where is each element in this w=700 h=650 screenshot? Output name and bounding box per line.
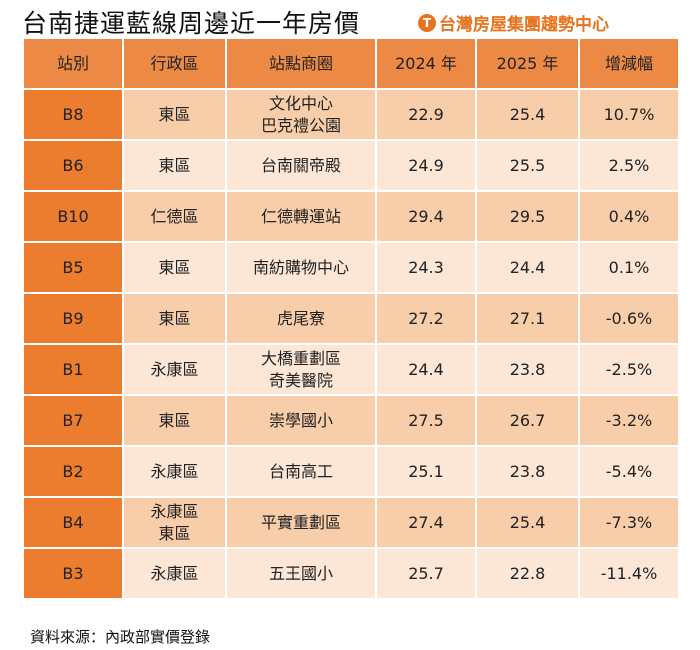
cell-area: 五王國小 xyxy=(227,549,375,598)
table-row: B6 東區 台南關帝殿 24.9 25.5 2.5% xyxy=(24,141,678,190)
taiwan-realty-logo-icon: T xyxy=(418,13,436,32)
cell-change: -3.2% xyxy=(580,396,678,445)
cell-y2025: 22.8 xyxy=(477,549,578,598)
cell-y2025: 26.7 xyxy=(477,396,578,445)
cell-change: 0.1% xyxy=(580,243,678,292)
cell-y2024: 27.5 xyxy=(377,396,475,445)
cell-y2024: 27.2 xyxy=(377,294,475,343)
table-row: B9 東區 虎尾寮 27.2 27.1 -0.6% xyxy=(24,294,678,343)
source-note: 資料來源：內政部實價登錄 xyxy=(30,628,211,646)
table-row: B2 永康區 台南高工 25.1 23.8 -5.4% xyxy=(24,447,678,496)
cell-district: 東區 xyxy=(124,396,225,445)
cell-y2025: 25.4 xyxy=(477,498,578,547)
cell-station: B10 xyxy=(24,192,122,241)
table-row: B5 東區 南紡購物中心 24.3 24.4 0.1% xyxy=(24,243,678,292)
cell-area: 平實重劃區 xyxy=(227,498,375,547)
table-row: B1 永康區 大橋重劃區 奇美醫院 24.4 23.8 -2.5% xyxy=(24,345,678,394)
cell-y2025: 29.5 xyxy=(477,192,578,241)
cell-y2024: 22.9 xyxy=(377,90,475,139)
cell-station: B2 xyxy=(24,447,122,496)
table-header-row: 站別 行政區 站點商圈 2024 年 2025 年增減幅 xyxy=(24,39,678,88)
cell-y2024: 27.4 xyxy=(377,498,475,547)
cell-change: 10.7% xyxy=(580,90,678,139)
cell-y2024: 24.3 xyxy=(377,243,475,292)
table-row: B10 仁德區 仁德轉運站 29.4 29.5 0.4% xyxy=(24,192,678,241)
cell-station: B9 xyxy=(24,294,122,343)
cell-district: 東區 xyxy=(124,141,225,190)
column-header: 增減幅 xyxy=(580,39,678,88)
cell-area: 台南關帝殿 xyxy=(227,141,375,190)
cell-area: 虎尾寮 xyxy=(227,294,375,343)
cell-district: 永康區 xyxy=(124,549,225,598)
cell-change: -11.4% xyxy=(580,549,678,598)
cell-y2025: 23.8 xyxy=(477,345,578,394)
cell-y2024: 25.7 xyxy=(377,549,475,598)
cell-change: 0.4% xyxy=(580,192,678,241)
cell-district: 永康區 東區 xyxy=(124,498,225,547)
cell-district: 仁德區 xyxy=(124,192,225,241)
cell-y2024: 24.4 xyxy=(377,345,475,394)
price-table: 站別 行政區 站點商圈 2024 年 2025 年增減幅 B8 東區 文化中心 巴克禮公園 2… xyxy=(22,37,680,600)
cell-station: B6 xyxy=(24,141,122,190)
column-header: 2025 年 xyxy=(477,39,578,88)
cell-y2025: 24.4 xyxy=(477,243,578,292)
table-row: B4 永康區 東區 平實重劃區 27.4 25.4 -7.3% xyxy=(24,498,678,547)
cell-y2025: 27.1 xyxy=(477,294,578,343)
brand-logo: T 台灣房屋集團趨勢中心 xyxy=(418,10,609,35)
cell-district: 永康區 xyxy=(124,447,225,496)
cell-y2025: 25.4 xyxy=(477,90,578,139)
cell-y2024: 24.9 xyxy=(377,141,475,190)
page-title: 台南捷運藍線周邊近一年房價 xyxy=(22,9,361,38)
column-header: 2024 年 xyxy=(377,39,475,88)
cell-area: 仁德轉運站 xyxy=(227,192,375,241)
column-header: 站點商圈 xyxy=(227,39,375,88)
cell-change: -7.3% xyxy=(580,498,678,547)
cell-station: B3 xyxy=(24,549,122,598)
cell-y2024: 25.1 xyxy=(377,447,475,496)
brand-name: 台灣房屋集團趨勢中心 xyxy=(439,15,609,35)
cell-change: -2.5% xyxy=(580,345,678,394)
cell-district: 永康區 xyxy=(124,345,225,394)
cell-station: B5 xyxy=(24,243,122,292)
cell-district: 東區 xyxy=(124,243,225,292)
cell-change: 2.5% xyxy=(580,141,678,190)
cell-station: B8 xyxy=(24,90,122,139)
column-header: 行政區 xyxy=(124,39,225,88)
cell-area: 崇學國小 xyxy=(227,396,375,445)
column-header: 站別 xyxy=(24,39,122,88)
table-row: B7 東區 崇學國小 27.5 26.7 -3.2% xyxy=(24,396,678,445)
cell-station: B1 xyxy=(24,345,122,394)
cell-y2025: 23.8 xyxy=(477,447,578,496)
cell-area: 台南高工 xyxy=(227,447,375,496)
cell-station: B7 xyxy=(24,396,122,445)
cell-area: 文化中心 巴克禮公園 xyxy=(227,90,375,139)
cell-y2024: 29.4 xyxy=(377,192,475,241)
cell-area: 大橋重劃區 奇美醫院 xyxy=(227,345,375,394)
table-row: B3 永康區 五王國小 25.7 22.8 -11.4% xyxy=(24,549,678,598)
cell-change: -0.6% xyxy=(580,294,678,343)
cell-district: 東區 xyxy=(124,90,225,139)
cell-y2025: 25.5 xyxy=(477,141,578,190)
cell-area: 南紡購物中心 xyxy=(227,243,375,292)
cell-station: B4 xyxy=(24,498,122,547)
table-row: B8 東區 文化中心 巴克禮公園 22.9 25.4 10.7% xyxy=(24,90,678,139)
cell-district: 東區 xyxy=(124,294,225,343)
cell-change: -5.4% xyxy=(580,447,678,496)
